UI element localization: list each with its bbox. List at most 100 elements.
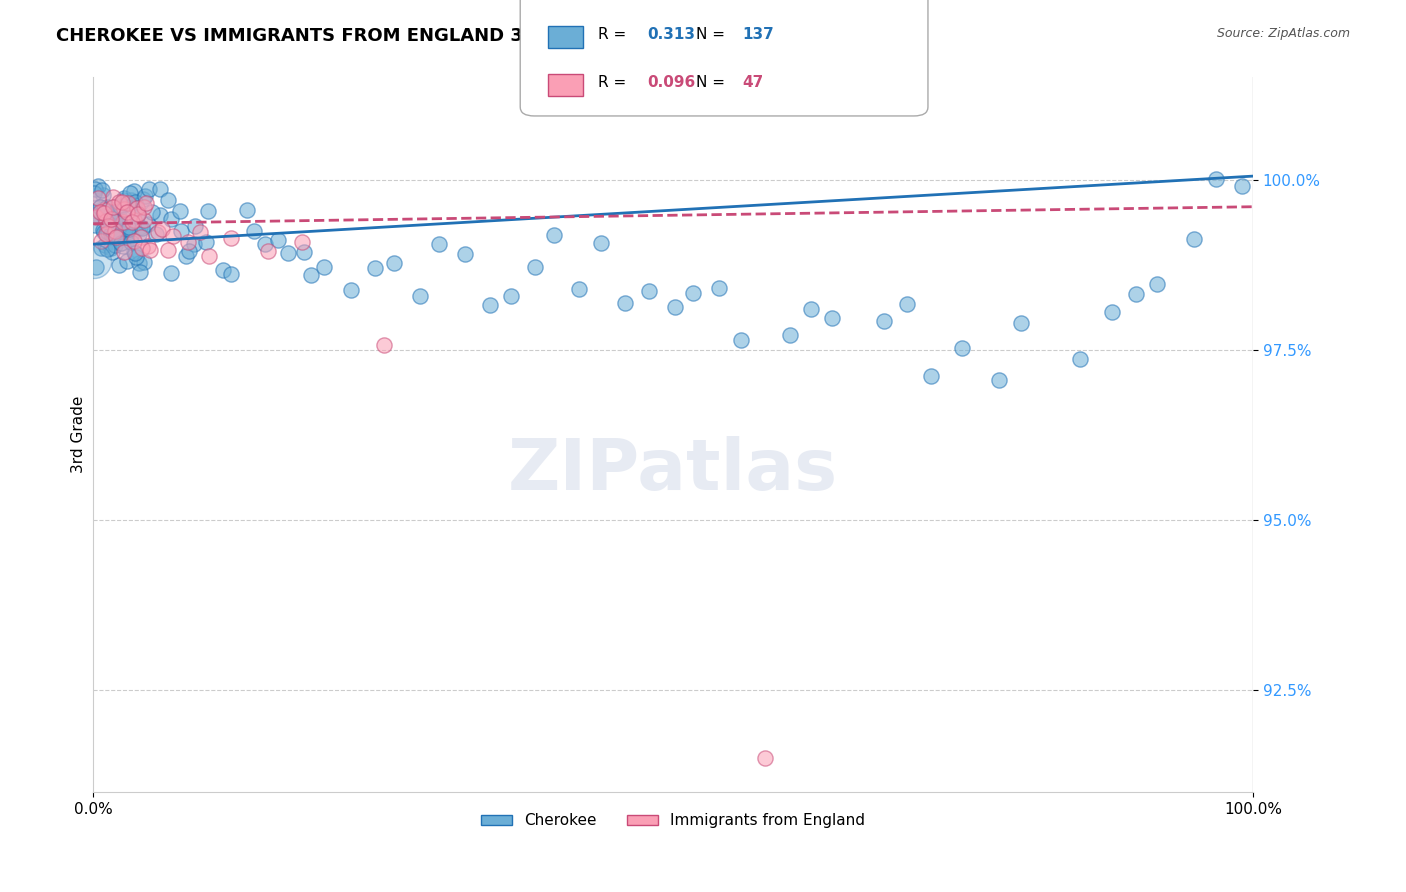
Point [138,182,160,196]
Point [291,235,314,250]
Point [664,300,686,314]
Point [115,253,138,268]
Point [896,297,918,311]
Point [568,282,591,296]
Point [314,260,336,274]
Point [132,192,155,206]
Point [707,281,730,295]
Point [125,201,148,215]
Point [125,250,148,264]
Point [120,186,142,200]
Point [87,190,110,204]
Point [104,229,127,244]
Point [754,751,776,765]
Point [101,227,124,242]
Text: N =: N = [696,76,730,90]
Point [219,267,242,281]
Point [107,221,129,235]
Point [197,203,219,218]
Point [90,183,112,197]
Point [111,238,134,252]
Point [104,203,127,218]
Point [779,328,801,343]
Point [110,217,132,231]
Point [129,264,152,278]
Point [83,219,105,233]
Point [107,223,129,237]
Y-axis label: 3rd Grade: 3rd Grade [72,396,86,474]
Point [1205,171,1227,186]
Point [952,341,974,355]
Point [235,203,257,218]
Point [136,239,159,253]
Text: R =: R = [598,76,631,90]
Point [1101,304,1123,318]
Point [129,230,152,244]
Point [87,204,110,219]
Point [120,235,142,249]
Text: R =: R = [598,28,631,42]
Point [112,202,135,216]
Point [93,226,115,240]
Point [135,196,157,211]
Point [800,302,823,317]
Point [194,235,217,249]
Point [97,216,120,230]
Point [188,225,211,239]
Point [146,225,169,239]
Point [114,223,136,237]
Point [90,241,112,255]
Text: Source: ZipAtlas.com: Source: ZipAtlas.com [1216,27,1350,40]
Point [145,227,167,241]
Point [89,200,111,214]
Point [127,210,149,224]
Point [122,244,145,259]
Point [409,288,432,302]
Point [157,193,180,207]
Point [127,201,149,215]
Point [682,285,704,300]
Point [1146,277,1168,292]
Point [110,235,132,250]
Point [134,212,156,227]
Point [1182,232,1205,246]
Point [873,314,896,328]
Point [129,219,152,234]
Point [160,212,183,227]
Point [83,186,105,200]
Point [110,201,132,215]
Text: 137: 137 [742,28,775,42]
Point [157,243,180,257]
Point [101,244,124,259]
Point [112,245,135,260]
Point [131,241,153,255]
Point [107,195,129,210]
Point [112,193,135,207]
Point [136,217,159,231]
Point [83,182,105,196]
Text: N =: N = [696,28,730,42]
Point [84,260,107,274]
Point [107,229,129,244]
Text: 0.313: 0.313 [647,28,695,42]
Point [183,236,205,251]
Point [104,214,127,228]
Point [120,194,142,208]
Point [124,245,146,260]
Point [101,190,124,204]
Point [219,231,242,245]
Point [115,205,138,219]
Point [730,333,752,347]
Point [184,219,207,234]
Point [93,187,115,202]
Point [920,369,942,384]
Point [149,208,172,222]
Point [93,206,115,220]
Point [120,229,142,244]
Point [121,197,143,211]
Point [122,234,145,248]
Point [150,222,173,236]
Point [170,223,193,237]
Point [132,255,155,269]
Point [128,227,150,241]
